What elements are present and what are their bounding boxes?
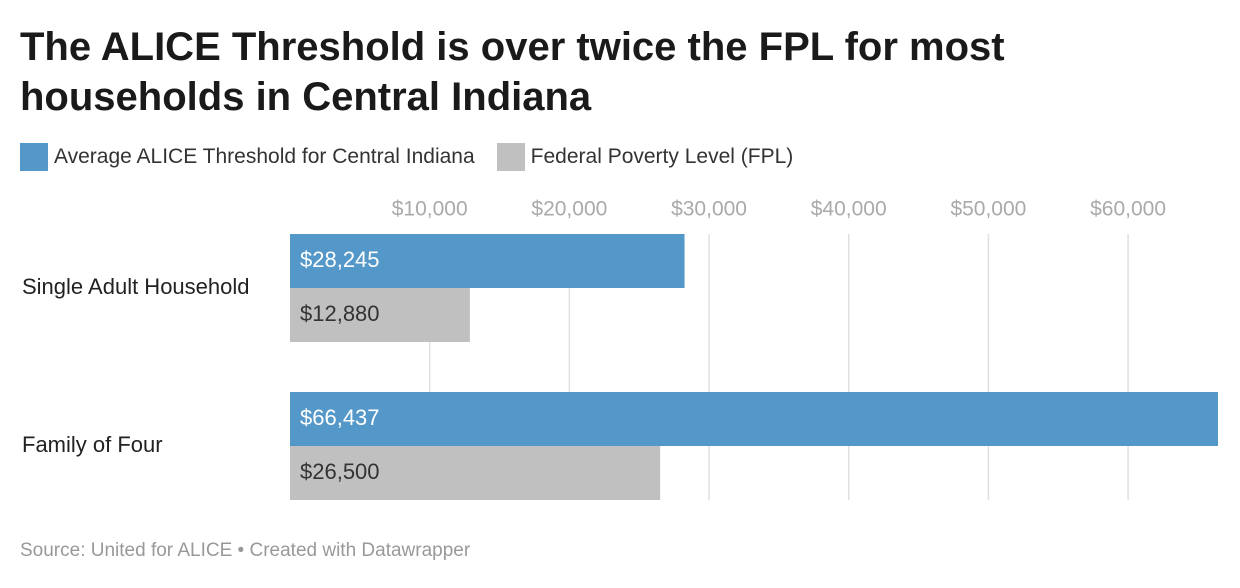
value-label: $26,500 [300,459,380,484]
bar [290,392,1218,446]
value-label: $28,245 [300,247,380,272]
x-tick-label: $50,000 [950,198,1026,221]
chart-title: The ALICE Threshold is over twice the FP… [20,25,1005,119]
legend-swatch [496,143,525,171]
x-tick-label: $30,000 [671,198,747,221]
x-tick-label: $60,000 [1090,198,1166,221]
x-tick-label: $20,000 [531,198,607,221]
x-tick-label: $10,000 [392,198,468,221]
legend-swatch [20,143,48,171]
x-tick-label: $40,000 [811,198,887,221]
legend-item: Average ALICE Threshold for Central Indi… [20,143,475,171]
value-label: $66,437 [300,405,380,430]
category-label: Single Adult Household [22,274,250,299]
bar [290,234,685,288]
legend: Average ALICE Threshold for Central Indi… [20,143,793,171]
bar [290,446,661,500]
bar [290,288,470,342]
value-label: $12,880 [300,301,380,326]
legend-item: Federal Poverty Level (FPL) [496,143,794,171]
category-label: Family of Four [22,432,163,457]
source: Source: United for ALICE • Created with … [20,540,471,561]
legend-label: Average ALICE Threshold for Central Indi… [54,145,475,168]
legend-label: Federal Poverty Level (FPL) [530,145,794,168]
